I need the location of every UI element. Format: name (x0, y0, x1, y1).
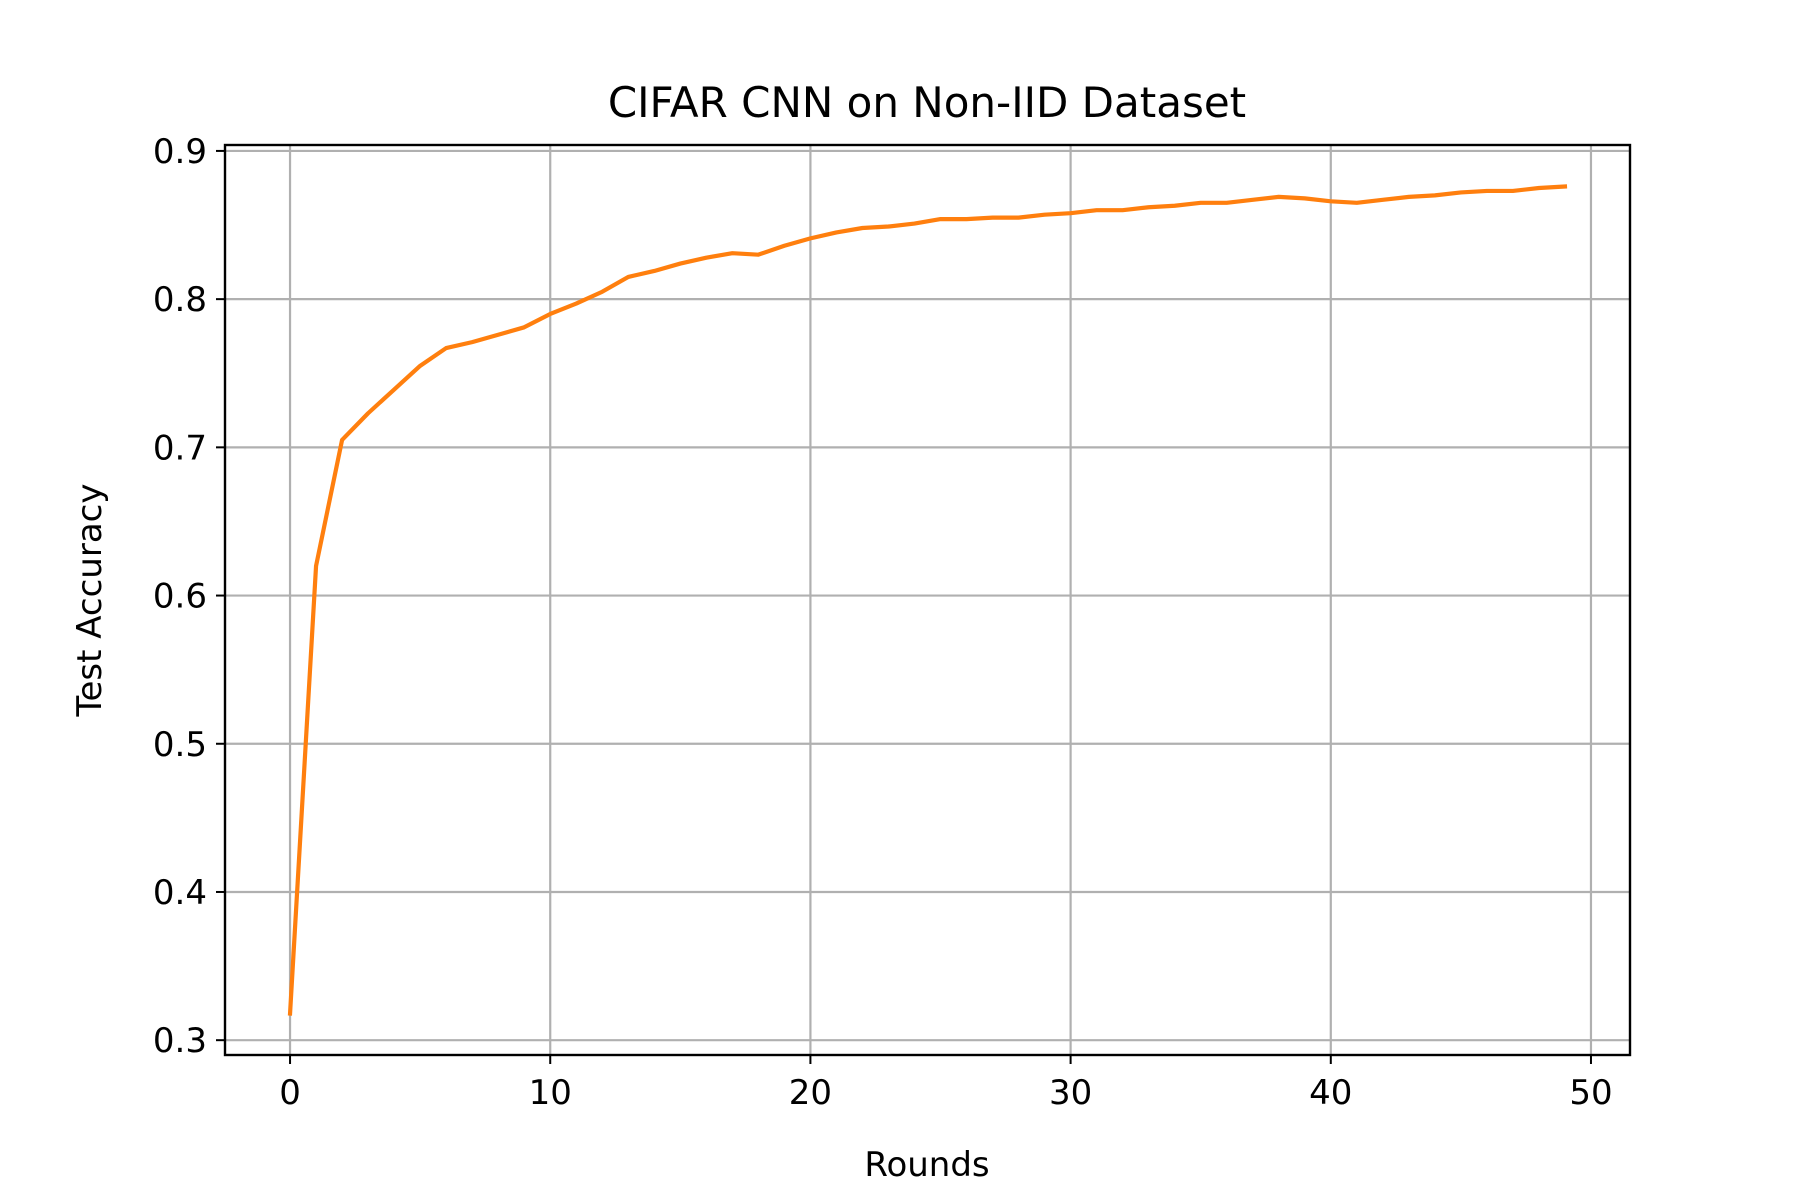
y-tick-label: 0.4 (153, 873, 207, 913)
y-tick-label: 0.7 (153, 428, 207, 468)
x-tick-label: 10 (529, 1073, 572, 1113)
x-tick-label: 50 (1569, 1073, 1612, 1113)
y-tick-label: 0.5 (153, 725, 207, 765)
series-layer (287, 184, 1568, 1016)
x-tick-label: 0 (279, 1073, 301, 1113)
x-axis-title: Rounds (864, 1145, 989, 1185)
axes-frame (223, 143, 1632, 1057)
y-axis-title: Test Accuracy (70, 484, 110, 718)
y-tick-label: 0.8 (153, 280, 207, 320)
y-tick-label: 0.6 (153, 577, 207, 617)
x-tick-label: 40 (1309, 1073, 1352, 1113)
y-tick-label: 0.3 (153, 1021, 207, 1061)
plot-area-background (225, 145, 1630, 1055)
x-tick-label: 30 (1049, 1073, 1092, 1113)
series-line (287, 184, 1568, 1016)
chart-title: CIFAR CNN on Non-IID Dataset (608, 78, 1246, 127)
grid (225, 145, 1630, 1055)
x-tick-label: 20 (789, 1073, 832, 1113)
y-tick-label: 0.9 (153, 132, 207, 172)
y-axis: 0.3 0.4 0.5 0.6 0.7 0.8 0.9 (153, 132, 225, 1061)
x-axis: 0 10 20 30 40 50 (279, 1055, 1613, 1113)
